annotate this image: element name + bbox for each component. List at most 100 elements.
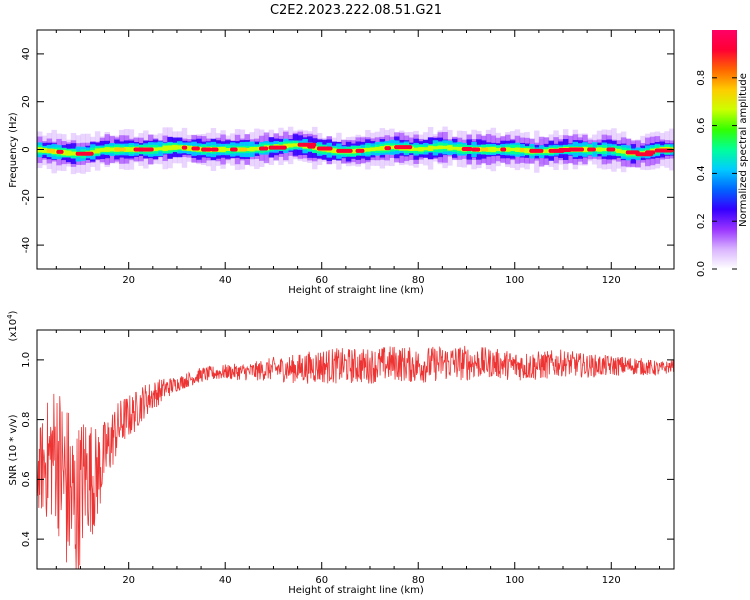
spectrogram-cell bbox=[418, 147, 424, 152]
spectrogram-peak bbox=[258, 146, 269, 151]
snr-y-ticks: 0.4 0.6 0.8 1.0 bbox=[21, 352, 674, 547]
spectrogram-peak bbox=[606, 147, 616, 152]
y-tick-label: 20 bbox=[21, 95, 32, 108]
x-tick-label: 20 bbox=[122, 275, 135, 286]
spectrogram-cell bbox=[601, 147, 608, 152]
spectrogram-peak bbox=[471, 147, 481, 152]
spectrogram-cell bbox=[485, 147, 492, 152]
spectrogram-cell bbox=[452, 146, 458, 150]
spectrogram-cell bbox=[167, 145, 173, 151]
x-tick-label: 20 bbox=[122, 575, 135, 586]
spectrogram-cell bbox=[389, 145, 395, 150]
y-tick-label: -20 bbox=[21, 189, 32, 205]
x-tick-label: 120 bbox=[602, 275, 621, 286]
spectrogram-cell bbox=[379, 146, 386, 151]
colorbar-gradient bbox=[712, 30, 737, 269]
spectrogram-cell bbox=[99, 148, 106, 152]
spectrogram-peak bbox=[645, 150, 656, 155]
spectrogram-panel: 20 40 60 80 100 120 -40 -20 0 20 40 Height of str… bbox=[8, 29, 675, 296]
snr-x-ticks: 20 40 60 80 100 120 bbox=[55, 330, 661, 586]
colorbar-tick-label: 0.0 bbox=[696, 261, 707, 277]
y-tick-label: 0 bbox=[21, 146, 32, 152]
x-tick-label: 60 bbox=[315, 275, 328, 286]
spectrogram-peak bbox=[268, 145, 287, 150]
spectrogram-peak bbox=[336, 148, 353, 153]
spectrogram-cell bbox=[172, 144, 178, 150]
spectrogram-peak bbox=[114, 147, 126, 152]
spectrogram-peak bbox=[210, 147, 219, 152]
spectrogram-cell bbox=[94, 148, 101, 154]
spectrogram-cell bbox=[423, 147, 429, 151]
spectrogram-cell bbox=[427, 145, 434, 151]
colorbar-tick-label: 0.6 bbox=[696, 118, 707, 134]
spectrogram-peak bbox=[355, 148, 365, 153]
snr-x-label: Height of straight line (km) bbox=[288, 585, 424, 596]
spectrogram-cell bbox=[331, 148, 337, 154]
spectrogram-cell bbox=[442, 145, 448, 149]
spectrogram-peak bbox=[461, 147, 473, 152]
spectrogram-cell bbox=[162, 145, 168, 152]
spectrogram-peak bbox=[394, 145, 413, 150]
spectrogram-peak bbox=[500, 147, 507, 152]
spectrogram-cell bbox=[254, 146, 260, 151]
spectrogram-cell bbox=[225, 147, 231, 152]
y-tick-label: 40 bbox=[21, 48, 32, 61]
spectrogram-cell bbox=[490, 146, 497, 153]
spectrogram-cell bbox=[128, 147, 135, 152]
chart-title: C2E2.2023.222.08.51.G21 bbox=[270, 3, 442, 18]
x-tick-label: 80 bbox=[412, 575, 425, 586]
spectrogram-cell bbox=[369, 147, 376, 152]
spectrogram-cell bbox=[456, 146, 463, 151]
spectrogram-cell bbox=[620, 150, 627, 154]
x-tick-label: 120 bbox=[602, 575, 621, 586]
spectrogram-cell bbox=[249, 147, 255, 152]
snr-series-line bbox=[37, 345, 674, 569]
spectrogram-cell bbox=[109, 147, 115, 152]
spectrogram-cell bbox=[104, 147, 110, 152]
spectrogram-cell bbox=[292, 143, 299, 147]
y-tick-label: 1.0 bbox=[21, 352, 32, 368]
x-tick-label: 80 bbox=[412, 275, 425, 286]
y-tick-label: 0.4 bbox=[21, 531, 32, 547]
spectrogram-peak bbox=[46, 148, 56, 153]
spectrogram-y-label: Frequency (Hz) bbox=[8, 112, 19, 188]
spectrogram-cell bbox=[374, 146, 381, 151]
spectrogram-peak bbox=[587, 147, 596, 152]
spectrogram-peak bbox=[191, 146, 200, 151]
spectrogram-cell bbox=[413, 147, 419, 151]
spectrogram-cell bbox=[437, 145, 443, 150]
colorbar-tick-label: 0.4 bbox=[696, 165, 707, 181]
spectrogram-cell bbox=[350, 148, 357, 154]
spectrogram-cell bbox=[157, 147, 164, 151]
spectrogram-cell bbox=[176, 145, 183, 150]
spectrogram-cell bbox=[596, 147, 603, 152]
x-tick-label: 40 bbox=[219, 575, 232, 586]
spectrogram-cell bbox=[123, 147, 130, 152]
snr-frame bbox=[36, 329, 675, 570]
spectrogram-cell bbox=[70, 151, 77, 156]
spectrogram-peak bbox=[75, 151, 94, 156]
spectrogram-cell bbox=[447, 145, 453, 151]
snr-panel: 20 40 60 80 100 120 0.4 0.6 0.8 1.0 Height of st… bbox=[6, 310, 675, 596]
spectrogram-cell bbox=[543, 149, 550, 154]
spectrogram-peak bbox=[480, 147, 489, 152]
spectrogram-peak bbox=[230, 147, 238, 152]
colorbar-tick-label: 0.2 bbox=[696, 213, 707, 229]
spectrogram-cell bbox=[432, 146, 439, 150]
spectrogram-cell bbox=[505, 147, 511, 152]
spectrogram-peak bbox=[56, 149, 64, 154]
spectrogram-y-ticks: -40 -20 0 20 40 bbox=[21, 48, 674, 253]
spectrogram-peak bbox=[316, 146, 333, 151]
spectrogram-cell bbox=[582, 146, 588, 153]
spectrogram-cell bbox=[509, 147, 516, 152]
spectrogram-x-ticks: 20 40 60 80 100 120 bbox=[55, 30, 661, 286]
spectrogram-heatmap bbox=[37, 126, 674, 175]
spectrogram-cell bbox=[90, 150, 96, 154]
spectrogram-cell bbox=[152, 147, 159, 152]
colorbar-ticks: 0.0 0.2 0.4 0.6 0.8 bbox=[696, 70, 737, 277]
spectrogram-peak bbox=[307, 144, 316, 149]
colorbar: 0.0 0.2 0.4 0.6 0.8 Normalized spectral ampl… bbox=[696, 30, 749, 277]
spectrogram-peak bbox=[239, 147, 248, 152]
spectrogram-peak bbox=[384, 146, 392, 151]
spectrogram-peak bbox=[181, 145, 188, 150]
